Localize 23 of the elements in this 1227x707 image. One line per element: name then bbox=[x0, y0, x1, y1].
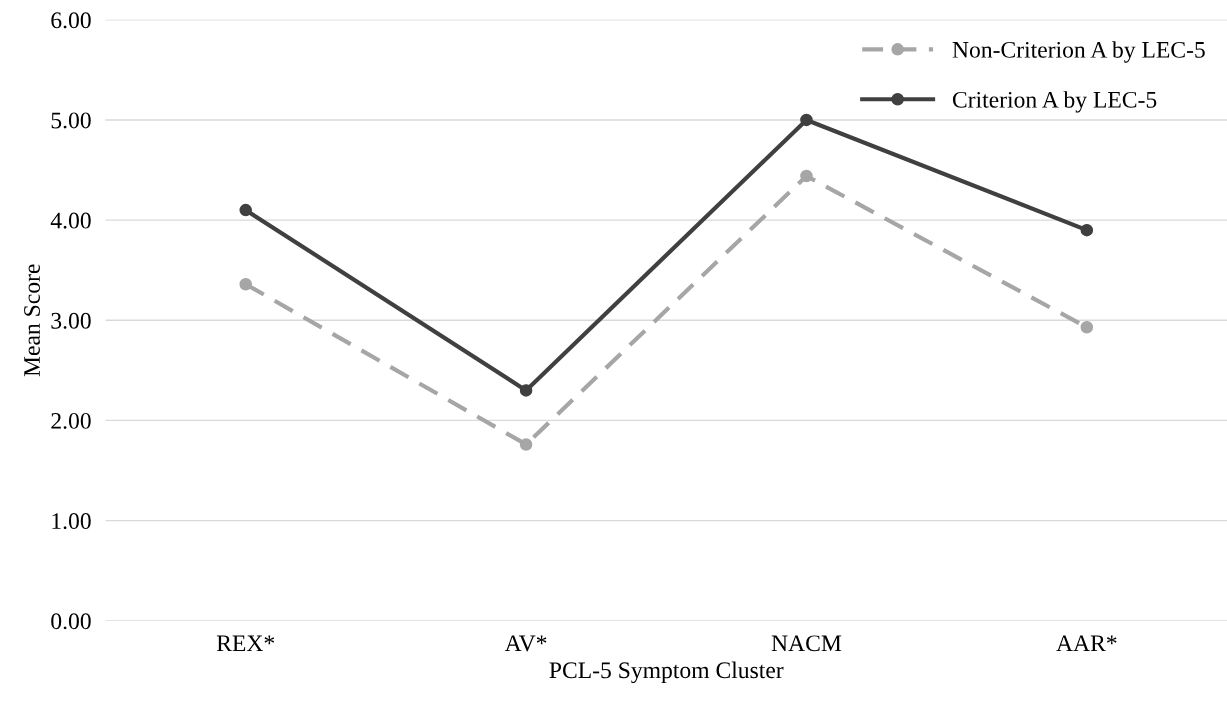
point bbox=[519, 384, 533, 397]
y-tick-label: 2.00 bbox=[51, 412, 91, 429]
x-tick-label: NACM bbox=[771, 635, 842, 652]
y-tick-label: 5.00 bbox=[51, 112, 91, 129]
point bbox=[800, 113, 813, 127]
y-tick-label: 0.00 bbox=[51, 613, 91, 630]
x-tick-label: AV* bbox=[504, 635, 547, 652]
x-tick-label: AAR* bbox=[1056, 635, 1117, 652]
point bbox=[239, 277, 252, 291]
point bbox=[1080, 321, 1094, 334]
point bbox=[519, 438, 533, 451]
y-axis-title: Mean Score bbox=[24, 264, 40, 377]
legend-label: Criterion A by LEC-5 bbox=[952, 91, 1157, 113]
point bbox=[1080, 223, 1094, 237]
x-axis-title: PCL-5 Symptom Cluster bbox=[549, 661, 784, 684]
y-tick-label: 4.00 bbox=[50, 212, 91, 229]
y-tick-label: 3.00 bbox=[51, 312, 91, 329]
y-tick-label: 1.00 bbox=[52, 513, 91, 530]
y-tick-label: 6.00 bbox=[51, 12, 91, 29]
point bbox=[800, 169, 813, 183]
legend-label: Non-Criterion A by LEC-5 bbox=[952, 41, 1205, 63]
x-tick-label: REX* bbox=[216, 635, 275, 652]
point bbox=[239, 203, 252, 217]
